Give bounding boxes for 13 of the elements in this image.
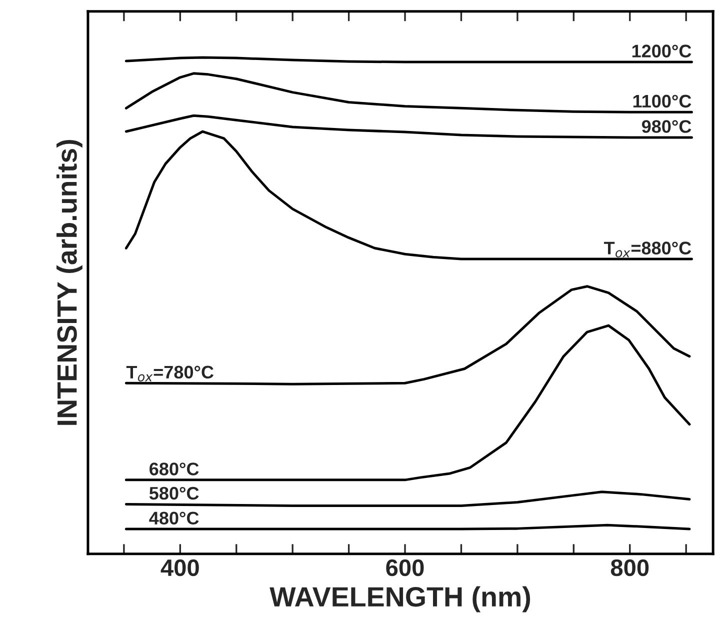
y-axis-title: INTENSITY (arb.units) [56,140,82,425]
series-label: 580°C [149,486,199,500]
series-label: 680°C [150,462,199,476]
x-axis-title: WAVELENGTH (nm) [270,586,530,612]
series-label: 480°C [149,512,199,524]
series-label: 1100°C [633,94,692,108]
series-label: 1200°C [632,44,692,58]
x-tick-label: 600 [386,559,424,576]
series-label: T$_{ox}$=880°C [604,242,692,258]
series-label: T$_{ox}$=780°C [126,366,214,382]
x-tick-label: 800 [610,559,649,576]
x-tick-label: 400 [160,559,199,576]
series-label: 980°C [642,120,692,133]
